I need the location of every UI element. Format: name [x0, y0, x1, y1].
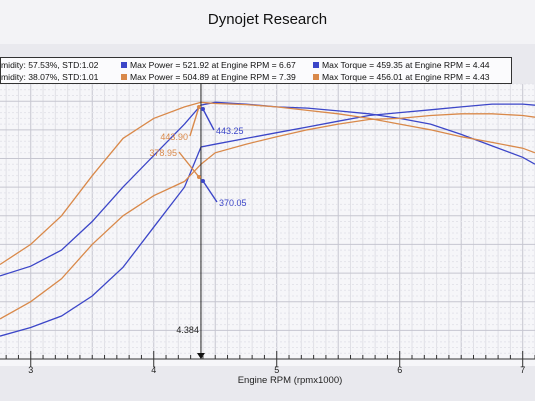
legend-row-2-torque: Max Torque = 456.01 at Engine RPM = 4.43 — [313, 72, 490, 82]
annotation-arrow — [202, 180, 218, 203]
legend-row-1-power-swatch — [121, 62, 127, 68]
legend-row-2-torque-swatch — [313, 74, 319, 80]
legend-row-2-power: Max Power = 504.89 at Engine RPM = 7.39 — [121, 72, 296, 82]
annotation-arrow — [189, 106, 200, 137]
annotation-arrow — [178, 151, 200, 178]
cursor-rpm-label: 4.384 — [176, 325, 199, 335]
x-axis-title: Engine RPM (rpmx1000) — [238, 375, 343, 386]
window-title: Dynojet Research — [207, 11, 328, 28]
x-tick-label: 6 — [397, 365, 402, 375]
annotation-label: 378.95 — [149, 148, 177, 158]
legend-row-2-power-swatch — [121, 74, 127, 80]
series-line — [0, 103, 535, 337]
legend-row-1-torque: Max Torque = 459.35 at Engine RPM = 4.44 — [313, 60, 490, 70]
legend-row-2-torque-text: Max Torque = 456.01 at Engine RPM = 4.43 — [322, 72, 490, 82]
x-tick-label: 7 — [520, 365, 525, 375]
legend-row-1-env: midity: 57.53%, STD:1.02 — [1, 60, 99, 70]
legend-row-1-power-text: Max Power = 521.92 at Engine RPM = 6.67 — [130, 60, 296, 70]
annotation-arrowhead — [196, 175, 201, 179]
annotation-label: 370.05 — [219, 198, 247, 208]
annotation-arrow — [202, 108, 215, 131]
legend-row-1-torque-swatch — [313, 62, 319, 68]
cursor-marker — [196, 353, 205, 359]
x-tick-label: 3 — [28, 365, 33, 375]
series-line — [0, 101, 535, 266]
x-tick-label: 4 — [151, 365, 156, 375]
legend-row-1-torque-text: Max Torque = 459.35 at Engine RPM = 4.44 — [322, 60, 490, 70]
annotation-arrowhead — [196, 105, 201, 109]
annotation-label: 443.25 — [216, 126, 244, 136]
annotation-arrowhead — [200, 179, 205, 183]
annotation-label: 443.90 — [160, 132, 188, 142]
legend-row-2-env: midity: 38.07%, STD:1.01 — [1, 72, 99, 82]
legend-row-1-power: Max Power = 521.92 at Engine RPM = 6.67 — [121, 60, 296, 70]
x-tick-label: 5 — [274, 365, 279, 375]
title-bar: Dynojet Research — [0, 0, 535, 44]
legend-box: midity: 57.53%, STD:1.02 Max Power = 521… — [0, 57, 512, 84]
series-line — [0, 113, 535, 320]
legend-row-2-power-text: Max Power = 504.89 at Engine RPM = 7.39 — [130, 72, 296, 82]
annotation-arrowhead — [200, 107, 205, 111]
